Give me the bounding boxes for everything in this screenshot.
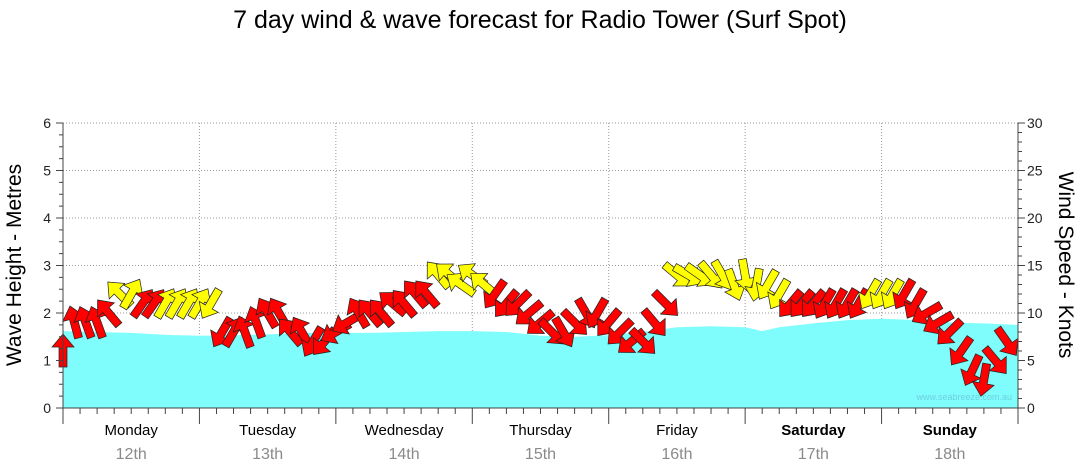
date-label: 13th bbox=[252, 446, 283, 463]
date-label: 12th bbox=[116, 446, 147, 463]
day-label: Sunday bbox=[923, 422, 978, 439]
wind-arrow bbox=[392, 290, 418, 319]
wind-arrow bbox=[949, 335, 975, 366]
day-label: Monday bbox=[105, 422, 159, 439]
wind-arrow bbox=[628, 326, 656, 354]
left-tick-label: 2 bbox=[43, 305, 51, 321]
left-tick-label: 1 bbox=[43, 353, 51, 369]
wind-arrow bbox=[734, 258, 758, 293]
date-label: 17th bbox=[798, 446, 829, 463]
wind-arrow bbox=[923, 310, 955, 335]
wind-arrow bbox=[585, 296, 610, 329]
wind-arrow bbox=[369, 299, 396, 329]
right-tick-label: 5 bbox=[1027, 353, 1035, 369]
wind-arrow bbox=[515, 299, 545, 325]
wind-arrow bbox=[119, 278, 144, 311]
left-tick-label: 0 bbox=[43, 400, 51, 416]
date-label: 18th bbox=[934, 446, 965, 463]
left-axis-title: Wave Height - Metres bbox=[3, 164, 26, 366]
wind-arrow bbox=[911, 301, 944, 326]
day-label: Friday bbox=[656, 422, 698, 439]
day-label: Tuesday bbox=[239, 422, 296, 439]
date-label: 16th bbox=[661, 446, 692, 463]
chart-title: 7 day wind & wave forecast for Radio Tow… bbox=[233, 6, 847, 34]
wind-arrow bbox=[937, 317, 965, 345]
wind-arrow bbox=[483, 278, 508, 309]
wind-arrow bbox=[97, 299, 123, 329]
date-label: 15th bbox=[525, 446, 556, 463]
wind-arrow bbox=[640, 307, 666, 336]
day-label: Wednesday bbox=[365, 422, 444, 439]
right-tick-label: 25 bbox=[1027, 163, 1043, 179]
day-label: Thursday bbox=[509, 422, 572, 439]
left-tick-label: 4 bbox=[43, 210, 51, 226]
wind-arrow bbox=[993, 325, 1019, 356]
date-label: 14th bbox=[389, 446, 420, 463]
right-tick-label: 20 bbox=[1027, 210, 1043, 226]
wind-arrow bbox=[981, 345, 1007, 374]
wind-arrow bbox=[650, 288, 679, 316]
axes: 0 1 2 3 4 5 6 0 5 10 15 20 25 30 Monday 12th Tuesday 13th… bbox=[43, 115, 1043, 463]
wind-arrow bbox=[767, 277, 792, 310]
wind-arrow bbox=[415, 280, 441, 310]
right-tick-label: 10 bbox=[1027, 305, 1043, 321]
right-tick-label: 30 bbox=[1027, 115, 1043, 131]
right-tick-label: 15 bbox=[1027, 258, 1043, 274]
wind-arrow bbox=[724, 267, 747, 301]
wind-arrow bbox=[198, 287, 223, 319]
left-tick-label: 6 bbox=[43, 115, 51, 131]
left-tick-label: 3 bbox=[43, 258, 51, 274]
left-tick-label: 5 bbox=[43, 163, 51, 179]
watermark: www.seabreeze.com.au bbox=[915, 392, 1012, 402]
wind-arrow bbox=[892, 277, 917, 310]
wind-arrow bbox=[960, 353, 984, 386]
day-label: Saturday bbox=[781, 422, 846, 439]
wind-arrow bbox=[346, 297, 371, 330]
right-tick-label: 0 bbox=[1027, 400, 1035, 416]
right-axis-title: Wind Speed - Knots bbox=[1054, 172, 1077, 359]
wind-arrow bbox=[755, 268, 780, 300]
wind-arrows bbox=[51, 258, 1019, 397]
wind-arrow bbox=[971, 362, 995, 397]
